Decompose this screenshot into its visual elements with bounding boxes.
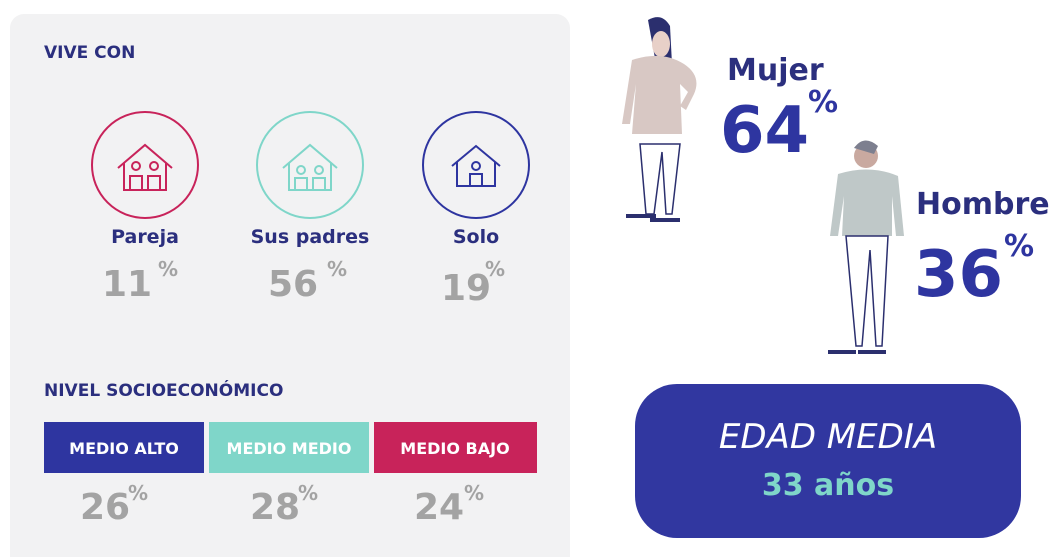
percent-sign: % bbox=[1004, 229, 1034, 264]
icon-sus-padres bbox=[256, 111, 364, 219]
woman-figure bbox=[622, 17, 697, 222]
section-title: NIVEL SOCIOECONÓMICO bbox=[44, 379, 283, 401]
percent-sign: % bbox=[464, 481, 484, 505]
percent-sign: % bbox=[158, 257, 178, 281]
label: Solo bbox=[453, 226, 499, 248]
label: Sus padres bbox=[251, 226, 370, 248]
percent-sign: % bbox=[327, 257, 347, 281]
icon-pareja bbox=[91, 111, 199, 219]
percent-sign: % bbox=[128, 481, 148, 505]
level-box bbox=[374, 422, 537, 473]
percent-sign: % bbox=[298, 481, 318, 505]
level-label: MEDIO MEDIO bbox=[227, 439, 352, 458]
level-label: MEDIO ALTO bbox=[69, 439, 179, 458]
percent-value: 19 bbox=[441, 268, 491, 309]
level-label: MEDIO BAJO bbox=[400, 439, 509, 458]
percent-value: 28 bbox=[250, 487, 300, 528]
percent-sign: % bbox=[485, 257, 505, 281]
icon-solo bbox=[422, 111, 530, 219]
gender-label: Hombre bbox=[916, 187, 1050, 222]
man-figure bbox=[828, 140, 904, 354]
section-title: VIVE CON bbox=[44, 43, 135, 63]
label: Pareja bbox=[111, 226, 179, 248]
gender-value: 36 bbox=[914, 238, 1003, 312]
age-title: EDAD MEDIA bbox=[719, 417, 937, 457]
percent-value: 24 bbox=[414, 487, 464, 528]
percent-value: 26 bbox=[80, 487, 130, 528]
level-box bbox=[209, 422, 369, 473]
level-box bbox=[44, 422, 204, 473]
gender-value: 64 bbox=[720, 94, 809, 168]
percent-sign: % bbox=[808, 85, 838, 120]
age-value: 33 años bbox=[762, 468, 894, 503]
percent-value: 11 bbox=[102, 264, 152, 305]
age-box bbox=[635, 384, 1021, 538]
gender-label: Mujer bbox=[727, 53, 824, 88]
percent-value: 56 bbox=[268, 264, 318, 305]
